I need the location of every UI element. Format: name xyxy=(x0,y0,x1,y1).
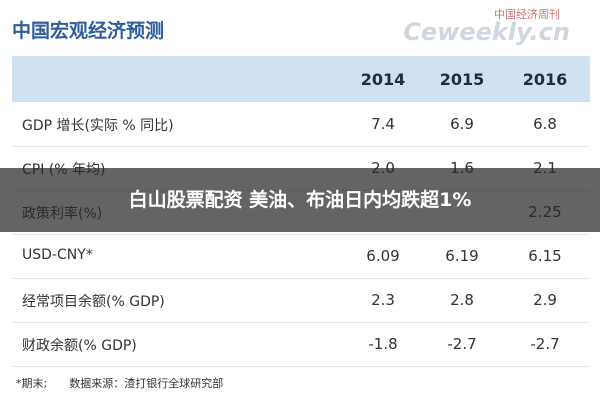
row-label: USD-CNY* xyxy=(22,247,93,263)
watermark: 中国经济周刊 xyxy=(494,8,560,21)
cell: 2.3 xyxy=(371,291,395,309)
banner: 白山股票配资 美油、布油日内均跌超1% xyxy=(0,168,600,232)
row-label: GDP 增长(实际 % 同比) xyxy=(22,118,174,134)
column-header: 2016 xyxy=(522,70,568,89)
table-row: 财政余额(% GDP) -1.8 -2.7 -2.7 xyxy=(12,322,590,367)
footnote: *期末; 数据来源：渣打银行全球研究部 xyxy=(16,377,224,390)
cell: -1.8 xyxy=(368,335,398,353)
cell: -2.7 xyxy=(530,335,560,353)
cell: 2.8 xyxy=(450,291,474,309)
table-header: 2014 2015 2016 xyxy=(12,56,590,102)
row-label: 经常项目余额(% GDP) xyxy=(22,294,165,310)
cell: 6.19 xyxy=(445,247,479,265)
title: 中国宏观经济预测 xyxy=(12,20,165,42)
table-row: USD-CNY* 6.09 6.19 6.15 xyxy=(12,234,590,279)
cell: 7.4 xyxy=(371,115,395,133)
table-row: 经常项目余额(% GDP) 2.3 2.8 2.9 xyxy=(12,278,590,323)
table-row: GDP 增长(实际 % 同比) 7.4 6.9 6.8 xyxy=(12,102,590,147)
column-header: 2014 xyxy=(360,70,406,89)
column-header: 2015 xyxy=(439,70,485,89)
watermark-site: Ceweekly.cn xyxy=(403,18,570,46)
cell: 6.8 xyxy=(533,115,557,133)
cell: -2.7 xyxy=(447,335,477,353)
row-label: 财政余额(% GDP) xyxy=(22,338,137,354)
cell: 6.9 xyxy=(450,115,474,133)
cell: 6.15 xyxy=(528,247,562,265)
cell: 6.09 xyxy=(366,247,400,265)
cell: 2.9 xyxy=(533,291,557,309)
